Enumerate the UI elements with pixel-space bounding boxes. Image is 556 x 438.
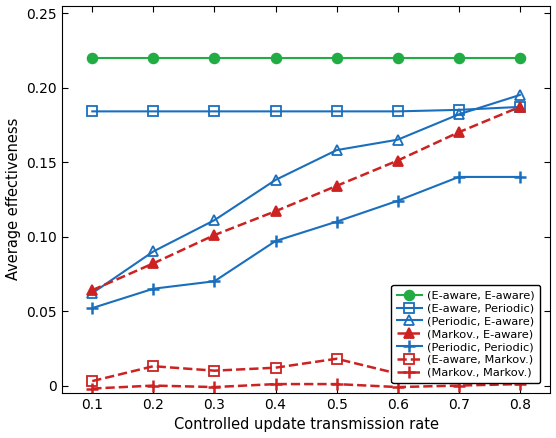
(Periodic, Periodic) xyxy=(89,305,96,311)
(E-aware, Periodic) xyxy=(150,109,157,114)
(Markov., E-aware) xyxy=(272,208,279,214)
Legend: (E-aware, E-aware), (E-aware, Periodic), (Periodic, E-aware), (Markov., E-aware): (E-aware, E-aware), (E-aware, Periodic),… xyxy=(391,285,540,383)
(E-aware, Periodic) xyxy=(272,109,279,114)
(E-aware, Periodic) xyxy=(211,109,218,114)
Line: (Markov., Markov.): (Markov., Markov.) xyxy=(87,378,525,394)
(Markov., Markov.) xyxy=(89,386,96,391)
(Periodic, E-aware) xyxy=(211,218,218,223)
(Periodic, E-aware) xyxy=(89,290,96,296)
(E-aware, Markov.) xyxy=(333,356,340,361)
(Markov., Markov.) xyxy=(333,381,340,387)
(Markov., E-aware) xyxy=(150,261,157,266)
(Periodic, Periodic) xyxy=(272,238,279,244)
(Markov., E-aware) xyxy=(211,233,218,238)
(Periodic, E-aware) xyxy=(333,148,340,153)
(E-aware, Periodic) xyxy=(89,109,96,114)
X-axis label: Controlled update transmission rate: Controlled update transmission rate xyxy=(173,417,439,432)
(Periodic, Periodic) xyxy=(517,174,523,180)
(Markov., Markov.) xyxy=(211,385,218,390)
(E-aware, Periodic) xyxy=(455,107,462,113)
(Periodic, E-aware) xyxy=(394,137,401,142)
(E-aware, Markov.) xyxy=(455,367,462,372)
(E-aware, Markov.) xyxy=(150,364,157,369)
Line: (Periodic, E-aware): (Periodic, E-aware) xyxy=(87,90,525,298)
(E-aware, E-aware) xyxy=(272,55,279,60)
(Periodic, Periodic) xyxy=(333,219,340,224)
(Markov., Markov.) xyxy=(394,385,401,390)
(Periodic, Periodic) xyxy=(211,279,218,284)
(Periodic, Periodic) xyxy=(455,174,462,180)
(E-aware, Markov.) xyxy=(211,368,218,373)
(E-aware, E-aware) xyxy=(89,55,96,60)
(E-aware, Periodic) xyxy=(333,109,340,114)
(Markov., E-aware) xyxy=(394,158,401,163)
(Markov., E-aware) xyxy=(89,288,96,293)
Line: (E-aware, Markov.): (E-aware, Markov.) xyxy=(87,354,525,386)
(Periodic, E-aware) xyxy=(517,92,523,98)
(Markov., Markov.) xyxy=(455,383,462,388)
(E-aware, E-aware) xyxy=(517,55,523,60)
(E-aware, E-aware) xyxy=(455,55,462,60)
(Markov., Markov.) xyxy=(150,383,157,388)
(Periodic, Periodic) xyxy=(394,198,401,203)
(E-aware, E-aware) xyxy=(150,55,157,60)
(E-aware, Markov.) xyxy=(272,365,279,370)
(Markov., Markov.) xyxy=(517,381,523,387)
(Markov., E-aware) xyxy=(333,183,340,188)
(E-aware, Periodic) xyxy=(517,104,523,110)
Line: (E-aware, Periodic): (E-aware, Periodic) xyxy=(87,102,525,116)
(Markov., E-aware) xyxy=(517,104,523,110)
(E-aware, Markov.) xyxy=(89,378,96,384)
(E-aware, E-aware) xyxy=(333,55,340,60)
(E-aware, E-aware) xyxy=(211,55,218,60)
(E-aware, Markov.) xyxy=(394,371,401,376)
(Periodic, Periodic) xyxy=(150,286,157,291)
(Markov., E-aware) xyxy=(455,130,462,135)
(E-aware, Periodic) xyxy=(394,109,401,114)
(Periodic, E-aware) xyxy=(272,177,279,183)
(Markov., Markov.) xyxy=(272,381,279,387)
(Periodic, E-aware) xyxy=(455,112,462,117)
Y-axis label: Average effectiveness: Average effectiveness xyxy=(6,118,21,280)
Line: (Markov., E-aware): (Markov., E-aware) xyxy=(87,102,525,295)
(E-aware, Markov.) xyxy=(517,368,523,373)
(E-aware, E-aware) xyxy=(394,55,401,60)
Line: (Periodic, Periodic): (Periodic, Periodic) xyxy=(87,171,525,314)
(Periodic, E-aware) xyxy=(150,249,157,254)
Line: (E-aware, E-aware): (E-aware, E-aware) xyxy=(87,53,525,63)
